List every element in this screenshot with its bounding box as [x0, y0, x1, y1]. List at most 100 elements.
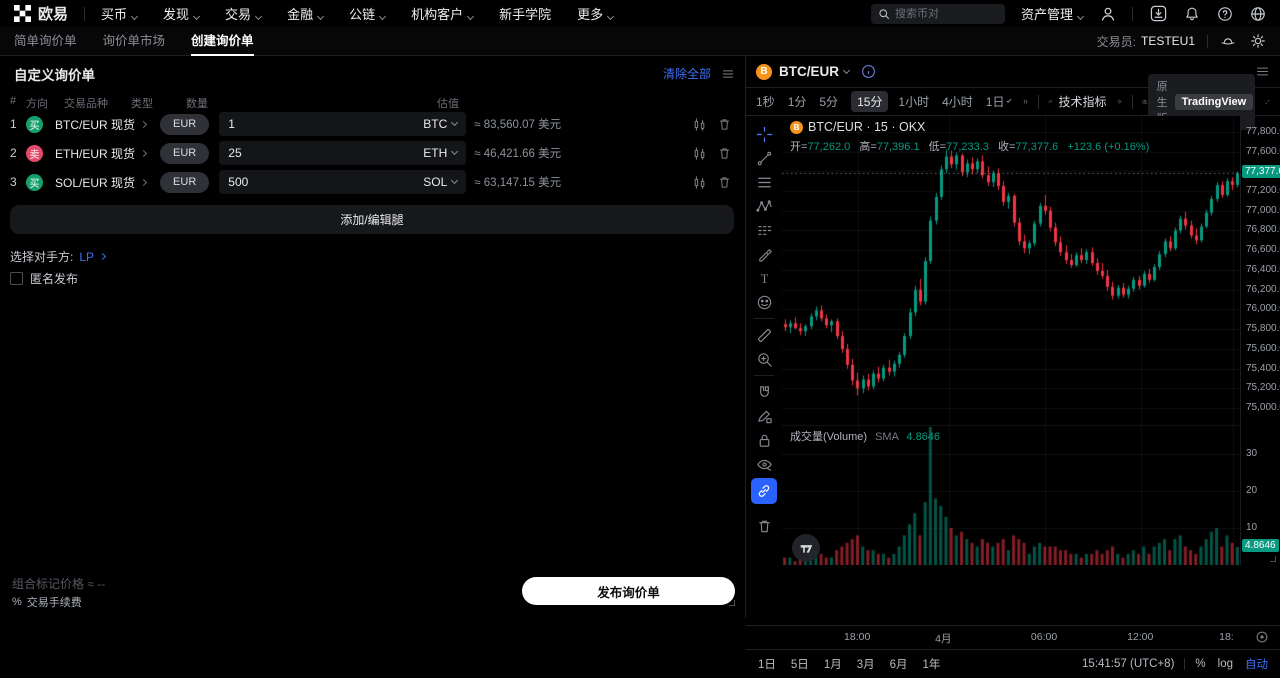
symbol-selector[interactable]: BTC/EUR: [779, 64, 839, 79]
hide-drawings-tool-icon[interactable]: [751, 452, 777, 476]
mode-tradingview[interactable]: TradingView: [1175, 94, 1254, 110]
range-1d[interactable]: 1日: [758, 656, 776, 672]
tab-create-rfq[interactable]: 创建询价单: [191, 27, 254, 56]
currency-pill[interactable]: EUR: [160, 172, 209, 193]
amount-input[interactable]: [228, 117, 423, 131]
header-menu-icon[interactable]: [1255, 64, 1270, 79]
okx-logo[interactable]: 欧易: [14, 3, 68, 24]
candle-style-icon[interactable]: [1023, 94, 1028, 109]
download-app-icon[interactable]: [1150, 5, 1167, 22]
info-icon[interactable]: [861, 64, 876, 79]
search-input[interactable]: [895, 8, 995, 20]
delete-leg-icon[interactable]: [717, 117, 732, 132]
interval-5m[interactable]: 5分: [819, 93, 838, 110]
search-box[interactable]: [871, 4, 1005, 24]
fee-label[interactable]: 交易手续费: [27, 594, 82, 610]
trendline-tool-icon[interactable]: [751, 146, 777, 170]
unit-selector[interactable]: ETH: [423, 146, 447, 160]
chart-title[interactable]: BTC/EUR · 15 · OKX: [808, 120, 925, 134]
currency-pill[interactable]: EUR: [160, 143, 209, 164]
clear-all-link[interactable]: 清除全部: [663, 65, 711, 82]
unit-selector[interactable]: SOL: [423, 175, 447, 189]
nav-chain[interactable]: 公链: [349, 4, 385, 23]
amount-input[interactable]: [228, 175, 423, 189]
interval-15m[interactable]: 15分: [851, 91, 888, 112]
nav-discover[interactable]: 发现: [163, 4, 199, 23]
depth-chart-icon[interactable]: [692, 175, 707, 190]
interval-4h[interactable]: 4小时: [942, 93, 973, 110]
hat-icon[interactable]: [1220, 33, 1236, 49]
nav-trade[interactable]: 交易: [225, 4, 261, 23]
text-tool-icon[interactable]: T: [751, 266, 777, 290]
depth-chart-icon[interactable]: [692, 146, 707, 161]
nav-buy-crypto[interactable]: 买币: [101, 4, 137, 23]
auto-scale-button[interactable]: 自动: [1245, 656, 1268, 672]
link-tool-icon[interactable]: [751, 478, 777, 504]
time-tick-label: 06:00: [1031, 631, 1057, 643]
ruler-tool-icon[interactable]: [751, 323, 777, 347]
interval-1s[interactable]: 1秒: [756, 93, 775, 110]
resize-corner[interactable]: [1270, 556, 1276, 562]
brush-tool-icon[interactable]: [751, 242, 777, 266]
counterparty-link[interactable]: LP: [79, 250, 94, 264]
interval-1h[interactable]: 1小时: [898, 93, 929, 110]
delete-leg-icon[interactable]: [717, 175, 732, 190]
instrument-selector[interactable]: SOL/EUR 现货: [55, 174, 135, 191]
lock-tool-icon[interactable]: [751, 428, 777, 452]
crosshair-tool-icon[interactable]: [751, 122, 777, 146]
nav-more[interactable]: 更多: [577, 4, 613, 23]
clock-readout[interactable]: 15:41:57 (UTC+8): [1082, 658, 1174, 670]
indicators-button[interactable]: 技术指标: [1059, 93, 1107, 110]
add-edit-leg-button[interactable]: 添加/编辑腿: [10, 205, 734, 234]
range-6mo[interactable]: 6月: [890, 656, 908, 672]
countdown-clock-icon[interactable]: [1255, 630, 1269, 644]
currency-pill[interactable]: EUR: [160, 114, 209, 135]
price-axis[interactable]: 77,800.077,600.077,400.077,200.077,000.0…: [1240, 116, 1280, 565]
nav-institutional[interactable]: 机构客户: [411, 4, 473, 23]
forecast-tool-icon[interactable]: [751, 218, 777, 242]
zoom-in-tool-icon[interactable]: [751, 347, 777, 371]
assets-menu[interactable]: 资产管理: [1021, 4, 1083, 23]
amount-input[interactable]: [228, 146, 423, 160]
fullscreen-expand-icon[interactable]: [1265, 95, 1270, 109]
nav-finance[interactable]: 金融: [287, 4, 323, 23]
log-scale-button[interactable]: log: [1218, 658, 1233, 670]
list-menu-icon[interactable]: [721, 67, 735, 81]
magnet-tool-icon[interactable]: [751, 380, 777, 404]
depth-chart-icon[interactable]: [692, 117, 707, 132]
fib-tool-icon[interactable]: [751, 170, 777, 194]
tradingview-watermark-logo[interactable]: [792, 534, 820, 562]
draw-lock-tool-icon[interactable]: [751, 404, 777, 428]
range-3mo[interactable]: 3月: [857, 656, 875, 672]
settings-gear-icon[interactable]: [1250, 33, 1266, 49]
pattern-tool-icon[interactable]: [751, 194, 777, 218]
tab-rfq-market[interactable]: 询价单市场: [103, 27, 166, 56]
emoji-tool-icon[interactable]: [751, 290, 777, 314]
unit-selector[interactable]: BTC: [423, 117, 447, 131]
candlestick-canvas[interactable]: [782, 116, 1240, 565]
chevron-down-icon[interactable]: [1007, 97, 1012, 102]
language-globe-icon[interactable]: [1250, 6, 1266, 22]
chart-settings-gear-icon[interactable]: [1117, 94, 1122, 109]
tab-simple-rfq[interactable]: 简单询价单: [14, 27, 77, 56]
instrument-selector[interactable]: ETH/EUR 现货: [55, 145, 135, 162]
interval-1m[interactable]: 1分: [788, 93, 807, 110]
snapshot-camera-icon[interactable]: [1142, 94, 1148, 110]
user-icon[interactable]: [1100, 6, 1116, 22]
percent-scale-button[interactable]: %: [1195, 658, 1205, 670]
range-1y[interactable]: 1年: [923, 656, 941, 672]
btc-coin-icon: B: [756, 64, 772, 80]
range-1mo[interactable]: 1月: [824, 656, 842, 672]
help-icon[interactable]: [1217, 6, 1233, 22]
anonymous-checkbox[interactable]: [10, 272, 23, 285]
publish-rfq-button[interactable]: 发布询价单: [522, 577, 735, 605]
notifications-bell-icon[interactable]: [1184, 6, 1200, 22]
remove-drawings-tool-icon[interactable]: [751, 514, 777, 538]
delete-leg-icon[interactable]: [717, 146, 732, 161]
range-5d[interactable]: 5日: [791, 656, 809, 672]
interval-1d[interactable]: 1日: [986, 93, 1005, 110]
instrument-selector[interactable]: BTC/EUR 现货: [55, 116, 135, 133]
resize-corner[interactable]: [729, 600, 735, 606]
nav-academy[interactable]: 新手学院: [499, 4, 551, 23]
